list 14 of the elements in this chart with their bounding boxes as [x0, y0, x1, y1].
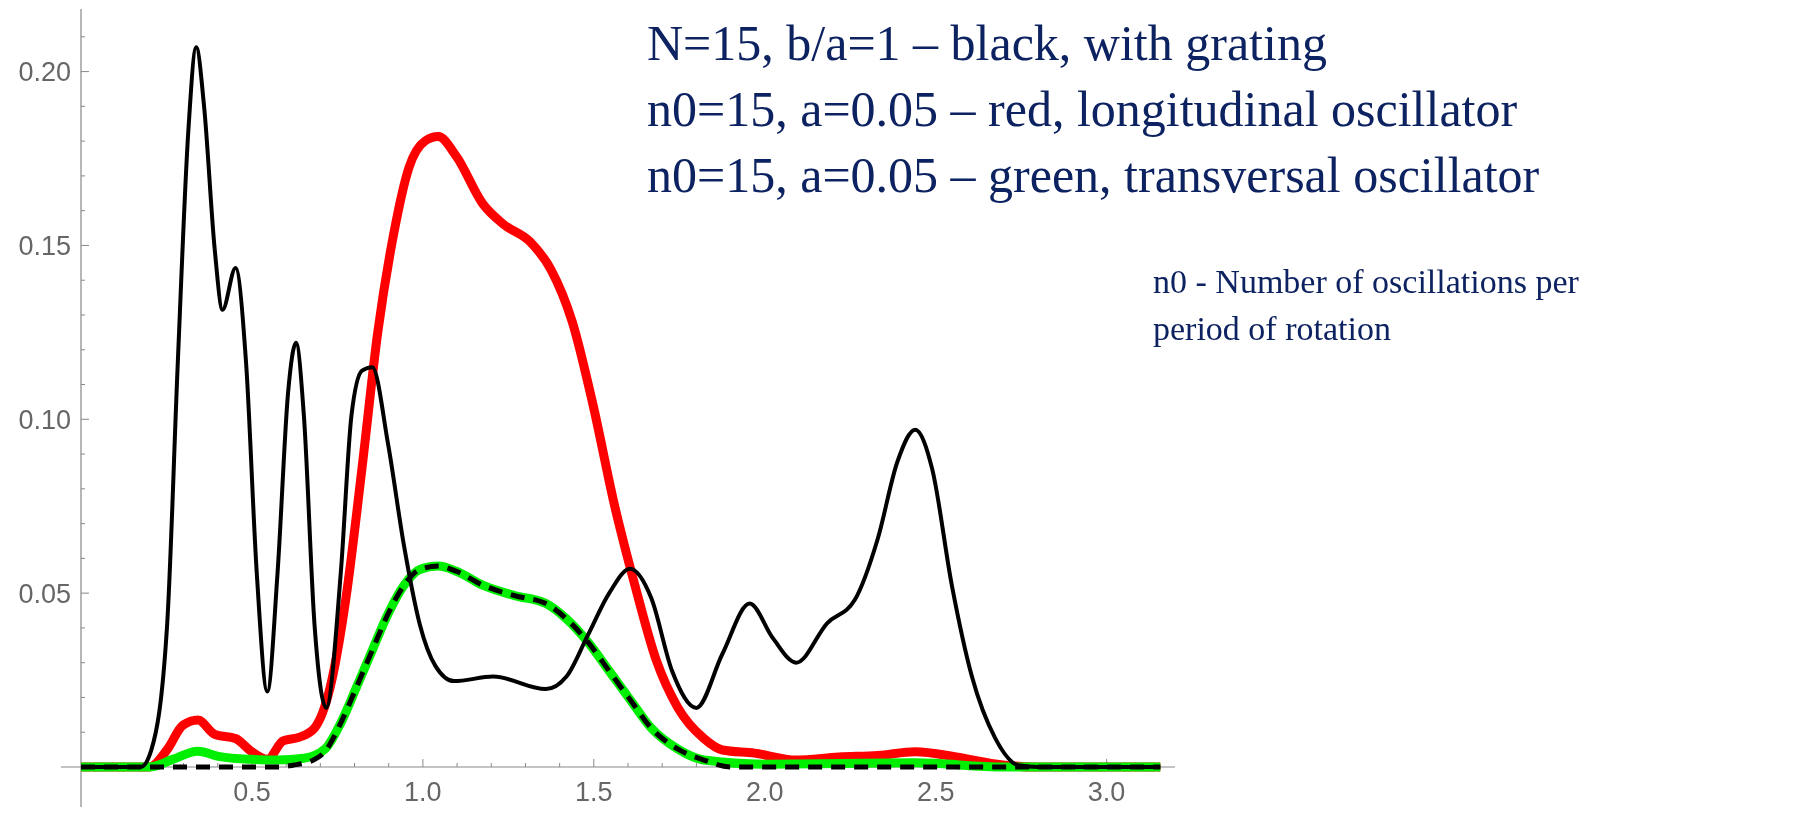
x-tick-label: 1.5	[575, 777, 613, 807]
x-tick-label: 2.5	[916, 777, 955, 807]
annotation: n0 - Number of oscillations per period of rotation	[1153, 263, 1580, 347]
y-tick-label: 0.10	[18, 404, 71, 435]
y-tick-label: 0.15	[18, 230, 71, 261]
x-tick-label: 3.0	[1087, 777, 1126, 807]
x-tick-label: 0.5	[233, 777, 271, 807]
y-tick-label: 0.20	[18, 57, 71, 88]
x-tick-label: 1.0	[404, 777, 442, 807]
y-tick-label: 0.05	[18, 578, 71, 609]
annotation: n0=15, a=0.05 – red, longitudinal oscillator	[647, 81, 1518, 137]
annotation: n0=15, a=0.05 – green, transversal oscillator	[647, 147, 1540, 203]
annotation: N=15, b/a=1 – black, with grating	[647, 15, 1327, 71]
x-tick-label: 2.0	[745, 777, 784, 807]
